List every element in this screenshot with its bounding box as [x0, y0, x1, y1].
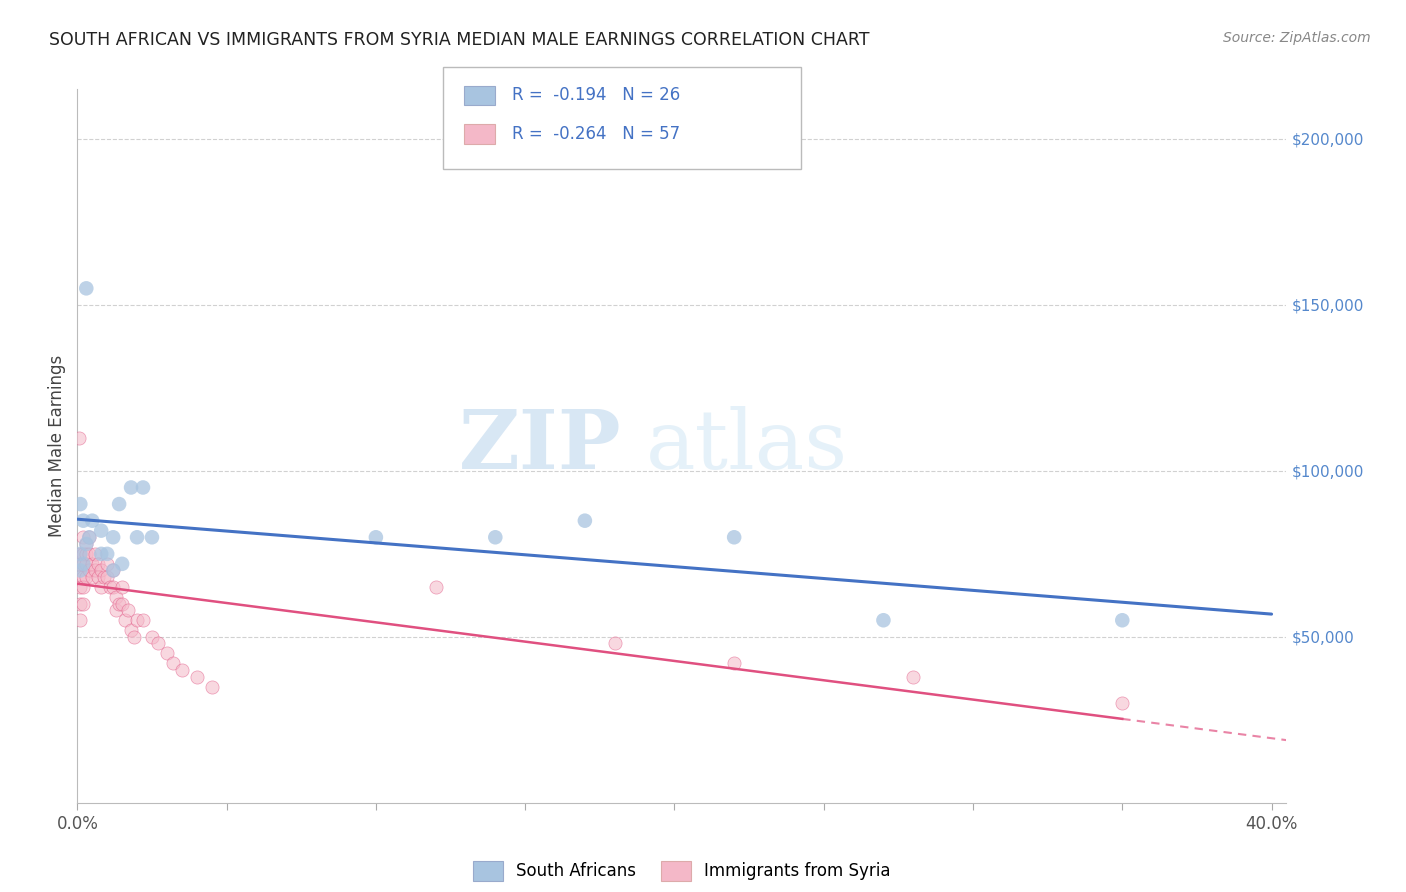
Point [75, 281, 97, 295]
Point [125, 613, 148, 627]
Point [1111, 613, 1133, 627]
Point [77, 547, 100, 561]
Point [117, 603, 139, 617]
Point [98, 580, 121, 594]
Point [1111, 696, 1133, 710]
Point [364, 530, 387, 544]
Point [90, 564, 112, 578]
Point [69, 613, 91, 627]
Point [77, 564, 100, 578]
Point [156, 647, 179, 661]
Point [574, 514, 596, 528]
Point [108, 597, 131, 611]
Point [84, 564, 107, 578]
Legend: South Africans, Immigrants from Syria: South Africans, Immigrants from Syria [467, 855, 897, 888]
Point [69, 547, 91, 561]
Point [603, 636, 626, 650]
Point [72, 547, 94, 561]
Point [69, 580, 91, 594]
Point [105, 590, 128, 604]
Point [69, 570, 91, 584]
Point [114, 613, 136, 627]
Point [84, 547, 107, 561]
Point [90, 547, 112, 561]
Point [141, 530, 163, 544]
Point [77, 530, 100, 544]
Point [723, 657, 745, 671]
Point [101, 580, 124, 594]
Point [96, 557, 118, 571]
Point [75, 570, 97, 584]
Point [105, 603, 128, 617]
Point [132, 481, 155, 495]
Point [484, 530, 506, 544]
Point [75, 537, 97, 551]
Point [90, 524, 112, 538]
Point [186, 670, 208, 684]
Point [111, 557, 134, 571]
Point [82, 514, 104, 528]
Point [96, 570, 118, 584]
Y-axis label: Median Male Earnings: Median Male Earnings [48, 355, 66, 537]
Point [170, 663, 193, 677]
Point [87, 557, 110, 571]
Point [162, 657, 184, 671]
Point [90, 580, 112, 594]
Point [72, 557, 94, 571]
Point [872, 613, 894, 627]
Point [69, 557, 91, 571]
Point [111, 597, 134, 611]
Point [93, 570, 115, 584]
Point [87, 570, 110, 584]
Point [903, 670, 925, 684]
Point [82, 557, 104, 571]
Point [122, 630, 145, 644]
Point [108, 497, 131, 511]
Point [120, 624, 142, 638]
Text: R =  -0.264   N = 57: R = -0.264 N = 57 [512, 125, 681, 143]
Point [101, 564, 124, 578]
Point [72, 580, 94, 594]
Text: R =  -0.194   N = 26: R = -0.194 N = 26 [512, 87, 681, 104]
Point [72, 597, 94, 611]
Point [75, 537, 97, 551]
Point [69, 597, 91, 611]
Point [72, 557, 94, 571]
Point [101, 564, 124, 578]
Point [72, 514, 94, 528]
Text: atlas: atlas [645, 406, 848, 486]
Point [72, 530, 94, 544]
Point [425, 580, 447, 594]
Point [69, 547, 91, 561]
Text: ZIP: ZIP [458, 406, 621, 486]
Point [69, 497, 91, 511]
Point [67, 431, 90, 445]
Point [125, 530, 148, 544]
Point [77, 530, 100, 544]
Point [146, 636, 169, 650]
Text: SOUTH AFRICAN VS IMMIGRANTS FROM SYRIA MEDIAN MALE EARNINGS CORRELATION CHART: SOUTH AFRICAN VS IMMIGRANTS FROM SYRIA M… [49, 31, 870, 49]
Point [723, 530, 745, 544]
Point [141, 630, 163, 644]
Point [72, 570, 94, 584]
Point [69, 564, 91, 578]
Text: Source: ZipAtlas.com: Source: ZipAtlas.com [1223, 31, 1371, 45]
Point [201, 680, 224, 694]
Point [132, 613, 155, 627]
Point [82, 570, 104, 584]
Point [75, 557, 97, 571]
Point [101, 530, 124, 544]
Point [75, 547, 97, 561]
Point [96, 547, 118, 561]
Point [111, 580, 134, 594]
Point [120, 481, 142, 495]
